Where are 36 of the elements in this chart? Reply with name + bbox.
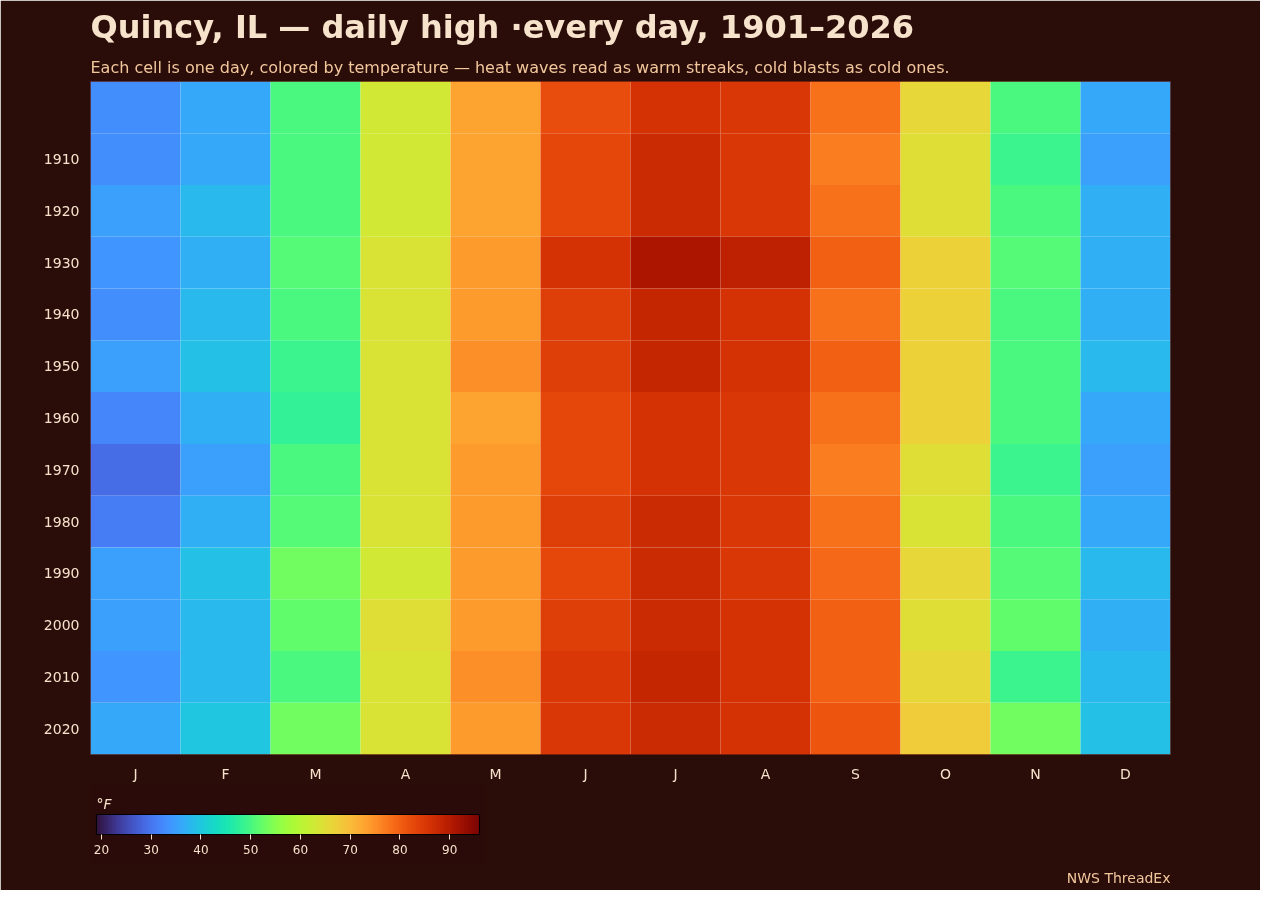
x-tick-label: M — [309, 765, 322, 782]
x-tick-label: F — [221, 765, 230, 782]
x-tick-label: A — [400, 765, 411, 782]
x-tick-label: S — [851, 765, 861, 782]
x-tick-label: D — [1120, 765, 1131, 782]
y-tick-label: 1920 — [43, 202, 80, 219]
y-tick-label: 1910 — [43, 151, 80, 168]
color-bar-label: 80 — [392, 842, 408, 857]
y-tick-label: 1980 — [43, 513, 80, 530]
x-tick-label: J — [672, 765, 678, 782]
y-tick-label: 1940 — [43, 306, 80, 323]
x-tick-label: J — [132, 765, 138, 782]
y-tick-label: 2020 — [43, 720, 80, 737]
x-tick-label: J — [582, 765, 588, 782]
y-tick-label: 1990 — [43, 565, 80, 582]
color-bar-label: 20 — [93, 842, 110, 857]
x-tick-label: M — [489, 765, 502, 782]
color-bar-title: °F — [96, 795, 113, 812]
color-bar-label: 30 — [143, 842, 159, 857]
color-bar-label: 40 — [193, 842, 209, 857]
x-tick-label: A — [760, 765, 771, 782]
text: NWS ThreadEx — [1066, 869, 1171, 886]
chart-title: Quincy, IL — daily high ·every day, 1901–2026 — [90, 7, 914, 46]
color-bar-label: 60 — [292, 842, 309, 857]
y-tick-label: 1970 — [43, 461, 80, 478]
y-tick-label: 2000 — [43, 617, 80, 634]
y-tick-label: 1950 — [43, 358, 80, 375]
color-bar-label: 90 — [442, 842, 458, 857]
y-tick-label: 1960 — [43, 410, 80, 426]
x-tick-label: O — [939, 765, 952, 782]
color-bar-label: 50 — [243, 842, 259, 857]
x-tick-label: N — [1030, 765, 1041, 782]
y-tick-label: 1930 — [43, 254, 80, 271]
chart-subtitle: Each cell is one day, colored by temperature — heat waves read as warm streaks, cold blasts as cold ones. — [90, 57, 950, 77]
color-bar-label: 70 — [342, 842, 358, 857]
y-tick-label: 2010 — [43, 668, 80, 685]
